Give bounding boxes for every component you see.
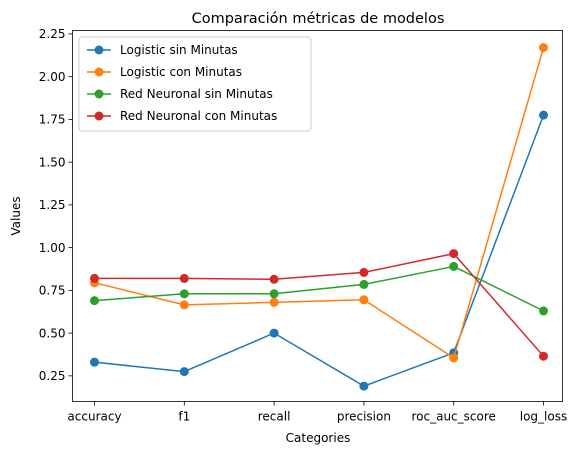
legend-item: Logistic con Minutas xyxy=(87,65,242,79)
series-2 xyxy=(90,43,548,363)
data-point xyxy=(359,279,369,289)
legend-marker xyxy=(94,67,104,77)
x-tick-label: f1 xyxy=(178,410,190,424)
series-layer xyxy=(90,43,548,391)
x-tick-label: accuracy xyxy=(67,410,121,424)
data-point xyxy=(269,297,279,307)
data-point xyxy=(269,328,279,338)
data-point xyxy=(90,296,99,306)
data-point xyxy=(269,289,279,299)
data-point xyxy=(539,351,548,361)
series-line xyxy=(94,47,545,359)
data-point xyxy=(359,381,369,391)
y-tick-label: 1.50 xyxy=(39,155,66,169)
x-tick-label: precision xyxy=(337,410,391,424)
data-point xyxy=(359,267,369,277)
x-tick-label: recall xyxy=(258,410,291,424)
series-4 xyxy=(90,249,548,361)
chart-title: Comparación métricas de modelos xyxy=(192,11,445,27)
data-point xyxy=(179,367,189,377)
series-3 xyxy=(90,261,548,316)
legend-item: Red Neuronal sin Minutas xyxy=(87,87,273,101)
x-axis-title: Categories xyxy=(286,431,351,445)
legend-frame xyxy=(78,36,312,132)
data-point xyxy=(90,357,99,367)
legend-marker xyxy=(94,89,104,99)
legend-label: Red Neuronal con Minutas xyxy=(120,109,277,123)
data-point xyxy=(539,110,548,120)
data-point xyxy=(449,261,459,271)
y-tick-label: 1.00 xyxy=(39,241,66,255)
y-tick-label: 2.25 xyxy=(39,27,66,41)
legend-marker xyxy=(94,111,104,121)
data-point xyxy=(449,249,459,259)
y-axis: 0.25 0.50 0.75 1.00 1.25 1.50 1.75 2.00 2.25 xyxy=(39,27,73,383)
data-point xyxy=(179,300,189,310)
legend-item: Red Neuronal con Minutas xyxy=(87,109,277,123)
y-tick-label: 1.25 xyxy=(39,198,66,212)
legend-label: Logistic con Minutas xyxy=(120,65,242,79)
data-point xyxy=(539,43,548,53)
legend-label: Logistic sin Minutas xyxy=(120,43,238,57)
x-axis: accuracy f1 recall precision roc_auc_score lo… xyxy=(67,401,567,424)
legend-label: Red Neuronal sin Minutas xyxy=(120,87,273,101)
x-tick-label: roc_auc_score xyxy=(411,410,495,424)
y-tick-label: 0.75 xyxy=(39,284,66,298)
data-point xyxy=(449,353,459,363)
data-point xyxy=(539,306,548,316)
series-line xyxy=(94,114,545,387)
data-point xyxy=(359,295,369,305)
y-tick-label: 1.75 xyxy=(39,113,66,127)
series-line xyxy=(94,252,545,357)
data-point xyxy=(269,274,279,284)
legend-item: Logistic sin Minutas xyxy=(87,43,238,57)
y-tick-label: 0.25 xyxy=(39,369,66,383)
data-point xyxy=(179,273,189,283)
series-line xyxy=(94,265,544,312)
y-tick-label: 0.50 xyxy=(39,326,66,340)
y-tick-label: 2.00 xyxy=(39,70,66,84)
legend: Logistic sin Minutas Logistic con Minutas… xyxy=(78,36,312,132)
data-point xyxy=(179,289,189,299)
data-point xyxy=(90,273,99,283)
series-1 xyxy=(90,110,548,391)
y-axis-title: Values xyxy=(9,196,23,235)
x-tick-label: log_loss xyxy=(520,410,567,424)
legend-marker xyxy=(94,45,104,55)
